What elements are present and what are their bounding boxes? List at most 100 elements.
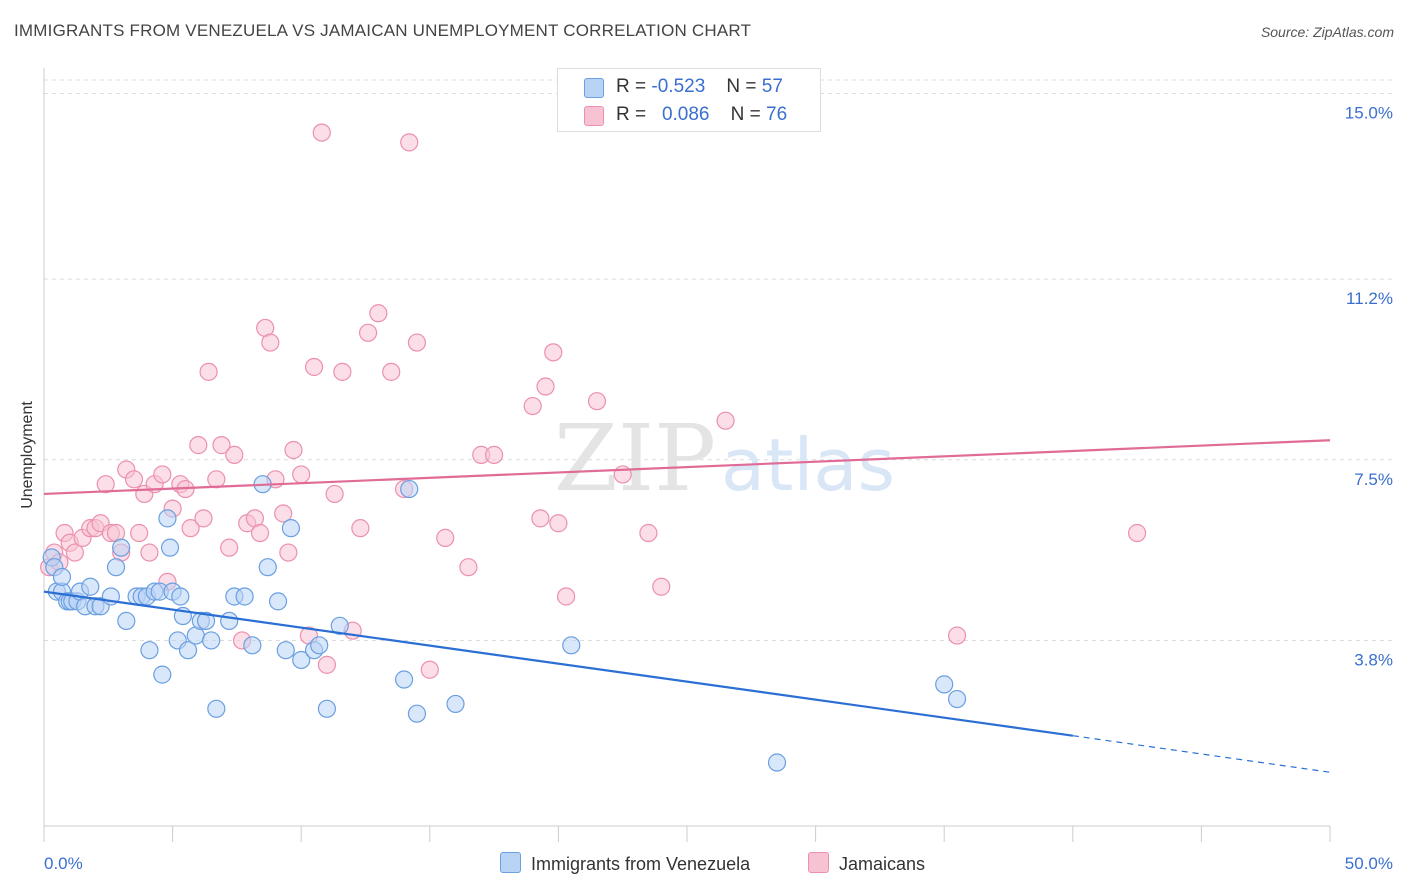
jamaicans-point xyxy=(369,304,388,323)
venezuela-trend-line xyxy=(43,590,1073,737)
venezuela-point xyxy=(196,611,216,631)
legend-swatch-blue xyxy=(584,78,604,98)
jamaicans-point xyxy=(194,509,213,528)
jamaicans-point xyxy=(292,465,311,484)
jamaicans-point xyxy=(199,362,218,381)
tick-labels: 3.8% 7.5% 11.2% 15.0% 0.0% 50.0% xyxy=(44,104,1393,873)
chart-title: IMMIGRANTS FROM VENEZUELA VS JAMAICAN UN… xyxy=(14,21,752,40)
venezuela-point xyxy=(158,509,177,528)
legend-item-venezuela[interactable]: Immigrants from Venezuela xyxy=(500,852,750,875)
jamaicans-point xyxy=(1127,523,1147,543)
jamaicans-point xyxy=(587,392,607,411)
legend-row-venezuela: R = -0.523 N = 57 xyxy=(558,73,820,101)
venezuela-point xyxy=(394,670,414,689)
source-label: Source: ZipAtlas.com xyxy=(1260,24,1394,40)
jamaicans-point xyxy=(225,445,244,464)
jamaicans-point xyxy=(317,655,337,674)
legend-label-venezuela: Immigrants from Venezuela xyxy=(531,854,751,874)
venezuela-point xyxy=(935,675,954,694)
n-value-venezuela: 57 xyxy=(761,76,783,97)
n-value-jamaicans: 76 xyxy=(766,104,788,125)
watermark-zip: ZIP xyxy=(554,405,716,512)
r-label: R = xyxy=(616,104,647,125)
jamaicans-point xyxy=(124,470,144,489)
jamaicans-point xyxy=(274,504,293,523)
legend-item-jamaicans[interactable]: Jamaicans xyxy=(808,852,925,875)
jamaicans-point xyxy=(459,558,478,577)
jamaicans-point xyxy=(523,396,542,416)
venezuela-point xyxy=(292,650,311,670)
venezuela-point xyxy=(235,587,254,606)
venezuela-point xyxy=(220,611,239,631)
venezuela-point xyxy=(243,636,262,655)
jamaicans-trend-line xyxy=(43,439,1331,496)
series-legend: Immigrants from Venezuela Jamaicans xyxy=(0,852,1406,878)
venezuela-point xyxy=(407,704,427,723)
jamaicans-point xyxy=(325,484,344,504)
jamaicans-point xyxy=(261,333,280,352)
watermark: ZIP atlas xyxy=(554,405,895,512)
y-tick-label: 11.2% xyxy=(1346,289,1393,308)
venezuela-point xyxy=(446,694,465,714)
correlation-legend: R = -0.523 N = 57 R = 0.086 N = 76 xyxy=(557,68,821,132)
jamaicans-point xyxy=(531,509,550,528)
jamaicans-point xyxy=(549,514,568,533)
venezuela-point xyxy=(117,611,136,631)
jamaicans-point xyxy=(65,543,84,562)
x-tick-label-min: 0.0% xyxy=(44,854,83,873)
y-tick-label: 15.0% xyxy=(1345,104,1393,123)
jamaicans-point xyxy=(436,528,455,547)
venezuela-point xyxy=(562,636,581,655)
r-value-jamaicans: 0.086 xyxy=(661,104,710,125)
venezuela-point xyxy=(153,665,172,684)
venezuela-point xyxy=(171,587,190,606)
jamaicans-point xyxy=(639,523,658,543)
jamaicans-point xyxy=(544,343,563,362)
legend-row-jamaicans: R = 0.086 N = 76 xyxy=(558,101,820,129)
jamaicans-point xyxy=(536,377,555,396)
y-tick-label: 7.5% xyxy=(1354,470,1393,489)
trend-lines xyxy=(43,439,1331,773)
venezuela-point xyxy=(330,616,349,635)
jamaicans-point xyxy=(400,133,419,152)
jamaicans-points xyxy=(40,123,1147,679)
legend-swatch-pink xyxy=(808,852,829,873)
venezuela-point xyxy=(310,636,329,655)
venezuela-point xyxy=(400,479,419,499)
venezuela-point xyxy=(207,699,226,718)
jamaicans-point xyxy=(130,523,149,543)
venezuela-point xyxy=(276,641,295,660)
jamaicans-point xyxy=(212,436,231,455)
venezuela-point xyxy=(112,538,131,557)
jamaicans-point xyxy=(189,436,208,455)
venezuela-points xyxy=(42,475,967,772)
jamaicans-point xyxy=(351,519,370,538)
jamaicans-point xyxy=(382,362,401,381)
jamaicans-point xyxy=(485,445,504,464)
jamaicans-point xyxy=(358,323,378,342)
jamaicans-point xyxy=(304,357,324,377)
jamaicans-point xyxy=(557,587,576,606)
legend-label-jamaicans: Jamaicans xyxy=(839,854,926,874)
jamaicans-point xyxy=(279,543,298,562)
venezuela-point xyxy=(52,567,72,587)
jamaicans-point xyxy=(250,523,270,543)
jamaicans-point xyxy=(716,411,735,430)
venezuela-point xyxy=(178,641,198,660)
venezuela-point xyxy=(268,592,288,611)
jamaicans-point xyxy=(407,333,427,352)
jamaicans-point xyxy=(420,660,439,679)
venezuela-point xyxy=(140,641,159,660)
jamaicans-point xyxy=(652,577,671,596)
r-label: R = xyxy=(616,76,647,97)
venezuela-trend-extension xyxy=(1072,735,1331,773)
venezuela-point xyxy=(202,631,221,650)
legend-swatch-blue xyxy=(500,852,521,873)
jamaicans-point xyxy=(140,543,159,562)
jamaicans-point xyxy=(153,465,172,484)
jamaicans-point xyxy=(181,519,200,538)
n-label: N = xyxy=(726,76,757,97)
venezuela-point xyxy=(947,689,967,709)
venezuela-point xyxy=(767,753,787,772)
